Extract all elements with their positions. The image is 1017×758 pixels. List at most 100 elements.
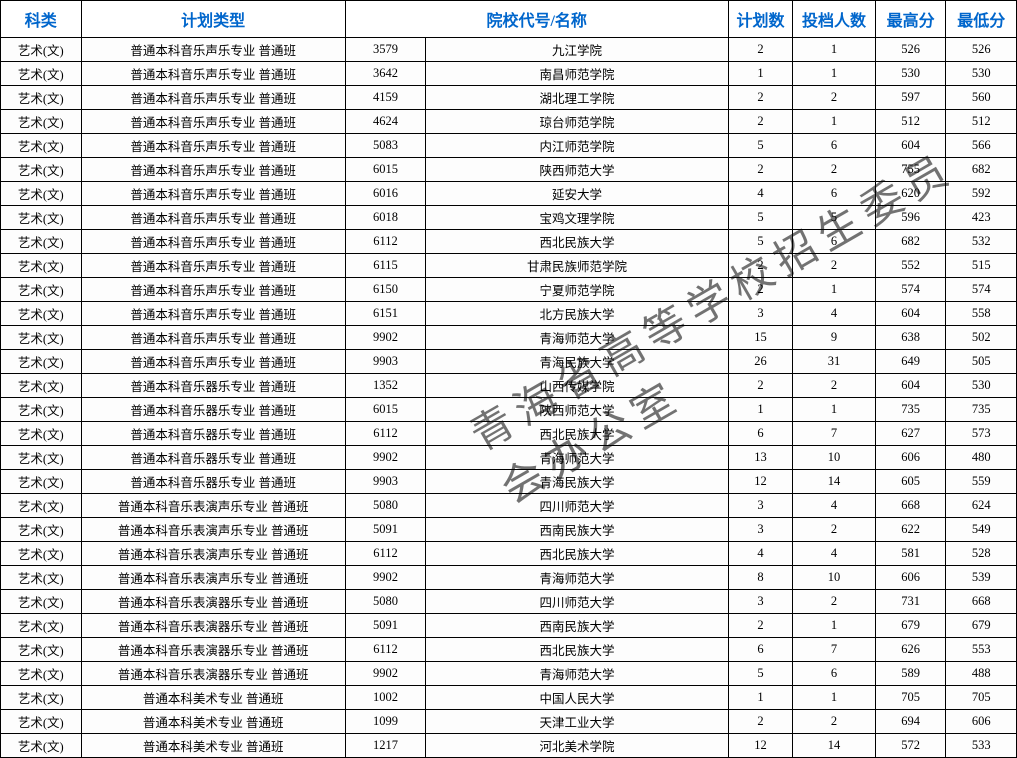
cell-cat: 艺术(文) xyxy=(1,662,82,686)
cell-plan_type: 普通本科音乐器乐专业 普通班 xyxy=(81,446,345,470)
cell-plan_count: 6 xyxy=(728,422,793,446)
cell-low: 532 xyxy=(946,230,1017,254)
cell-plan_count: 2 xyxy=(728,278,793,302)
header-low: 最低分 xyxy=(946,1,1017,38)
table-row: 艺术(文)普通本科音乐器乐专业 普通班9902青海师范大学1310606480 xyxy=(1,446,1017,470)
cell-low: 553 xyxy=(946,638,1017,662)
cell-plan_count: 26 xyxy=(728,350,793,374)
cell-cat: 艺术(文) xyxy=(1,398,82,422)
cell-plan_count: 2 xyxy=(728,86,793,110)
table-row: 艺术(文)普通本科音乐表演器乐专业 普通班6112西北民族大学67626553 xyxy=(1,638,1017,662)
cell-submit_count: 4 xyxy=(793,302,876,326)
table-row: 艺术(文)普通本科音乐声乐专业 普通班6115甘肃民族师范学院22552515 xyxy=(1,254,1017,278)
cell-plan_count: 13 xyxy=(728,446,793,470)
table-row: 艺术(文)普通本科音乐表演声乐专业 普通班6112西北民族大学44581528 xyxy=(1,542,1017,566)
cell-code: 4624 xyxy=(345,110,426,134)
cell-low: 505 xyxy=(946,350,1017,374)
cell-cat: 艺术(文) xyxy=(1,134,82,158)
cell-low: 668 xyxy=(946,590,1017,614)
cell-low: 705 xyxy=(946,686,1017,710)
cell-submit_count: 2 xyxy=(793,518,876,542)
cell-low: 560 xyxy=(946,86,1017,110)
cell-plan_type: 普通本科音乐声乐专业 普通班 xyxy=(81,206,345,230)
cell-name: 北方民族大学 xyxy=(426,302,728,326)
cell-submit_count: 14 xyxy=(793,734,876,758)
table-row: 艺术(文)普通本科音乐声乐专业 普通班3579九江学院21526526 xyxy=(1,38,1017,62)
cell-cat: 艺术(文) xyxy=(1,350,82,374)
cell-submit_count: 6 xyxy=(793,230,876,254)
cell-high: 626 xyxy=(875,638,946,662)
table-row: 艺术(文)普通本科音乐表演声乐专业 普通班5091西南民族大学32622549 xyxy=(1,518,1017,542)
cell-plan_type: 普通本科音乐器乐专业 普通班 xyxy=(81,422,345,446)
cell-plan_type: 普通本科音乐声乐专业 普通班 xyxy=(81,254,345,278)
cell-plan_count: 12 xyxy=(728,470,793,494)
cell-plan_count: 3 xyxy=(728,590,793,614)
table-row: 艺术(文)普通本科音乐声乐专业 普通班4159湖北理工学院22597560 xyxy=(1,86,1017,110)
cell-name: 宝鸡文理学院 xyxy=(426,206,728,230)
cell-name: 青海师范大学 xyxy=(426,566,728,590)
cell-name: 琼台师范学院 xyxy=(426,110,728,134)
table-row: 艺术(文)普通本科音乐表演器乐专业 普通班5080四川师范大学32731668 xyxy=(1,590,1017,614)
cell-low: 574 xyxy=(946,278,1017,302)
cell-cat: 艺术(文) xyxy=(1,278,82,302)
table-row: 艺术(文)普通本科音乐声乐专业 普通班6150宁夏师范学院21574574 xyxy=(1,278,1017,302)
cell-plan_count: 2 xyxy=(728,614,793,638)
cell-submit_count: 4 xyxy=(793,542,876,566)
cell-low: 480 xyxy=(946,446,1017,470)
cell-plan_count: 2 xyxy=(728,38,793,62)
cell-plan_type: 普通本科音乐声乐专业 普通班 xyxy=(81,38,345,62)
cell-submit_count: 10 xyxy=(793,566,876,590)
cell-high: 679 xyxy=(875,614,946,638)
cell-submit_count: 9 xyxy=(793,326,876,350)
cell-high: 597 xyxy=(875,86,946,110)
cell-submit_count: 4 xyxy=(793,494,876,518)
cell-name: 西北民族大学 xyxy=(426,638,728,662)
cell-cat: 艺术(文) xyxy=(1,374,82,398)
cell-high: 530 xyxy=(875,62,946,86)
cell-high: 581 xyxy=(875,542,946,566)
cell-cat: 艺术(文) xyxy=(1,302,82,326)
cell-cat: 艺术(文) xyxy=(1,158,82,182)
cell-submit_count: 5 xyxy=(793,206,876,230)
cell-low: 549 xyxy=(946,518,1017,542)
cell-submit_count: 2 xyxy=(793,590,876,614)
cell-code: 5091 xyxy=(345,518,426,542)
cell-name: 青海师范大学 xyxy=(426,446,728,470)
cell-high: 604 xyxy=(875,302,946,326)
cell-high: 620 xyxy=(875,182,946,206)
cell-plan_type: 普通本科音乐声乐专业 普通班 xyxy=(81,230,345,254)
cell-name: 陕西师范大学 xyxy=(426,398,728,422)
cell-name: 青海民族大学 xyxy=(426,470,728,494)
cell-code: 1002 xyxy=(345,686,426,710)
cell-name: 延安大学 xyxy=(426,182,728,206)
cell-high: 552 xyxy=(875,254,946,278)
cell-cat: 艺术(文) xyxy=(1,470,82,494)
cell-low: 512 xyxy=(946,110,1017,134)
cell-name: 陕西师范大学 xyxy=(426,158,728,182)
cell-plan_count: 1 xyxy=(728,686,793,710)
cell-low: 559 xyxy=(946,470,1017,494)
cell-plan_type: 普通本科音乐声乐专业 普通班 xyxy=(81,278,345,302)
cell-code: 6015 xyxy=(345,398,426,422)
cell-code: 6016 xyxy=(345,182,426,206)
cell-submit_count: 10 xyxy=(793,446,876,470)
cell-code: 1099 xyxy=(345,710,426,734)
table-row: 艺术(文)普通本科音乐器乐专业 普通班1352山西传媒学院22604530 xyxy=(1,374,1017,398)
cell-plan_type: 普通本科音乐表演声乐专业 普通班 xyxy=(81,518,345,542)
cell-name: 西南民族大学 xyxy=(426,518,728,542)
cell-high: 694 xyxy=(875,710,946,734)
cell-cat: 艺术(文) xyxy=(1,710,82,734)
cell-low: 606 xyxy=(946,710,1017,734)
table-row: 艺术(文)普通本科音乐表演器乐专业 普通班9902青海师范大学56589488 xyxy=(1,662,1017,686)
cell-name: 甘肃民族师范学院 xyxy=(426,254,728,278)
cell-cat: 艺术(文) xyxy=(1,590,82,614)
cell-plan_type: 普通本科音乐声乐专业 普通班 xyxy=(81,86,345,110)
cell-plan_count: 8 xyxy=(728,566,793,590)
cell-low: 502 xyxy=(946,326,1017,350)
cell-cat: 艺术(文) xyxy=(1,38,82,62)
cell-plan_type: 普通本科音乐表演声乐专业 普通班 xyxy=(81,542,345,566)
cell-name: 西北民族大学 xyxy=(426,542,728,566)
cell-plan_count: 2 xyxy=(728,110,793,134)
table-row: 艺术(文)普通本科音乐声乐专业 普通班6112西北民族大学56682532 xyxy=(1,230,1017,254)
cell-submit_count: 7 xyxy=(793,422,876,446)
